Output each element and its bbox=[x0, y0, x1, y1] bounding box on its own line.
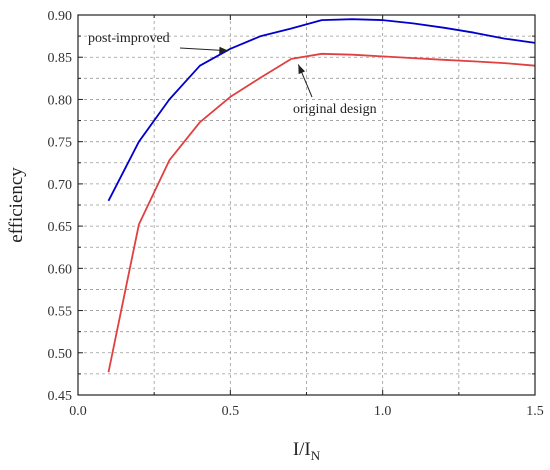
y-tick-label: 0.45 bbox=[48, 389, 73, 404]
y-axis-title: efficiency bbox=[6, 167, 27, 243]
y-tick-label: 0.90 bbox=[48, 9, 73, 24]
x-axis-title-main: I/I bbox=[293, 439, 311, 460]
x-axis-title: I/IN bbox=[293, 439, 321, 463]
x-tick-label: 1.5 bbox=[526, 404, 544, 419]
annotation-original-design-arrowhead bbox=[298, 64, 306, 75]
series-line-post-improved bbox=[107, 18, 536, 202]
annotation-original-design: original design bbox=[293, 102, 377, 117]
x-tick-label: 0.5 bbox=[222, 404, 240, 419]
x-axis-title-subscript: N bbox=[311, 448, 321, 463]
plot-frame bbox=[77, 14, 536, 396]
y-tick-label: 0.55 bbox=[48, 305, 73, 320]
data-series bbox=[107, 18, 536, 373]
y-tick-label: 0.65 bbox=[48, 220, 73, 235]
grid-lines bbox=[78, 15, 535, 395]
y-tick-label: 0.75 bbox=[48, 136, 73, 151]
y-tick-label: 0.85 bbox=[48, 51, 73, 66]
y-tick-label: 0.70 bbox=[48, 178, 73, 193]
y-tick-label: 0.50 bbox=[48, 347, 73, 362]
x-tick-label: 0.0 bbox=[69, 404, 87, 419]
series-line-original-design bbox=[107, 52, 536, 373]
axis-ticks: 0.45 0.50 0.55 0.60 0.65 0.70 0.75 0.80 0.85 0.90… bbox=[48, 9, 544, 419]
x-tick-label: 1.0 bbox=[374, 404, 392, 419]
annotation-post-improved: post-improved bbox=[88, 31, 170, 46]
y-tick-label: 0.80 bbox=[48, 93, 73, 108]
y-tick-label: 0.60 bbox=[48, 262, 73, 277]
annotation-post-improved-arrowhead bbox=[219, 46, 229, 54]
